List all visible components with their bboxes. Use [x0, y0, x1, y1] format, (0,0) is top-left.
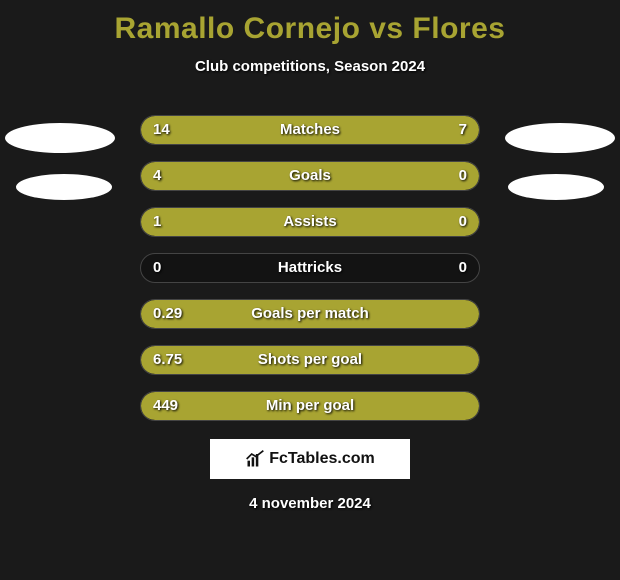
player-ellipse-right-1 [505, 123, 615, 153]
stat-label: Min per goal [141, 392, 479, 420]
stat-row: 0.29Goals per match [140, 299, 480, 329]
stat-row: 147Matches [140, 115, 480, 145]
chart-icon [245, 449, 265, 469]
stat-label: Shots per goal [141, 346, 479, 374]
stat-row: 449Min per goal [140, 391, 480, 421]
stats-container: 147Matches 40Goals 10Assists 00Hattricks 0.2… [140, 115, 480, 421]
stat-row: 6.75Shots per goal [140, 345, 480, 375]
player-ellipse-left-2 [16, 174, 112, 200]
stat-row: 00Hattricks [140, 253, 480, 283]
logo-text: FcTables.com [269, 450, 375, 468]
stat-label: Goals per match [141, 300, 479, 328]
stat-label: Goals [141, 162, 479, 190]
date-label: 4 november 2024 [0, 495, 620, 512]
stat-label: Matches [141, 116, 479, 144]
stat-label: Assists [141, 208, 479, 236]
page-subtitle: Club competitions, Season 2024 [0, 58, 620, 75]
stat-row: 10Assists [140, 207, 480, 237]
stat-row: 40Goals [140, 161, 480, 191]
player-ellipse-right-2 [508, 174, 604, 200]
fctables-logo: FcTables.com [210, 439, 410, 479]
player-ellipse-left-1 [5, 123, 115, 153]
stat-label: Hattricks [141, 254, 479, 282]
page-title: Ramallo Cornejo vs Flores [0, 0, 620, 46]
